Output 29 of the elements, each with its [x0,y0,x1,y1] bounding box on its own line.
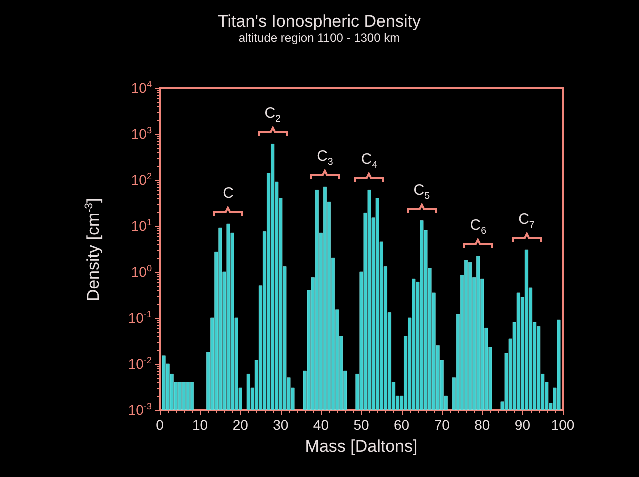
y-tick-label: 10$^{-1}$ [128,309,152,327]
annotation: C$_{3}$ [316,148,334,168]
y-tick-label: 10$^{3}$ [131,125,152,143]
x-tick-label: 0 [156,417,164,433]
y-tick-label: 10$^{-2}$ [128,355,152,373]
x-tick-label: 40 [313,417,330,433]
x-tick-label: 100 [551,417,575,433]
x-tick-label: 60 [394,417,410,433]
x-tick-label: 20 [232,417,249,433]
annotation: C [222,185,235,204]
chart-title: Titan's Ionospheric Density [218,12,422,31]
x-tick-label: 90 [514,417,531,433]
y-tick-label: 10$^{4}$ [131,79,152,97]
y-tick-label: 10$^{0}$ [131,263,152,281]
annotation: C$_{4}$ [360,151,379,172]
x-tick-label: 30 [273,417,289,433]
y-tick-label: 10$^{-3}$ [128,401,152,419]
x-axis-title: Mass [Daltons] [305,437,418,456]
annotation: C$_{2}$ [264,105,282,126]
x-tick-label: 50 [354,417,370,433]
x-tick-label: 10 [192,417,208,433]
annotation: C$_{7}$ [518,211,536,232]
annotation: C$_{5}$ [412,182,432,202]
x-tick-label: 70 [434,417,450,433]
y-tick-label: 10$^{2}$ [131,171,152,189]
chart-subtitle: altitude region 1100 - 1300 km [238,31,400,45]
y-tick-label: 10$^{1}$ [131,217,152,235]
x-tick-label: 80 [474,417,490,433]
annotation: C$_{6}$ [469,217,488,238]
